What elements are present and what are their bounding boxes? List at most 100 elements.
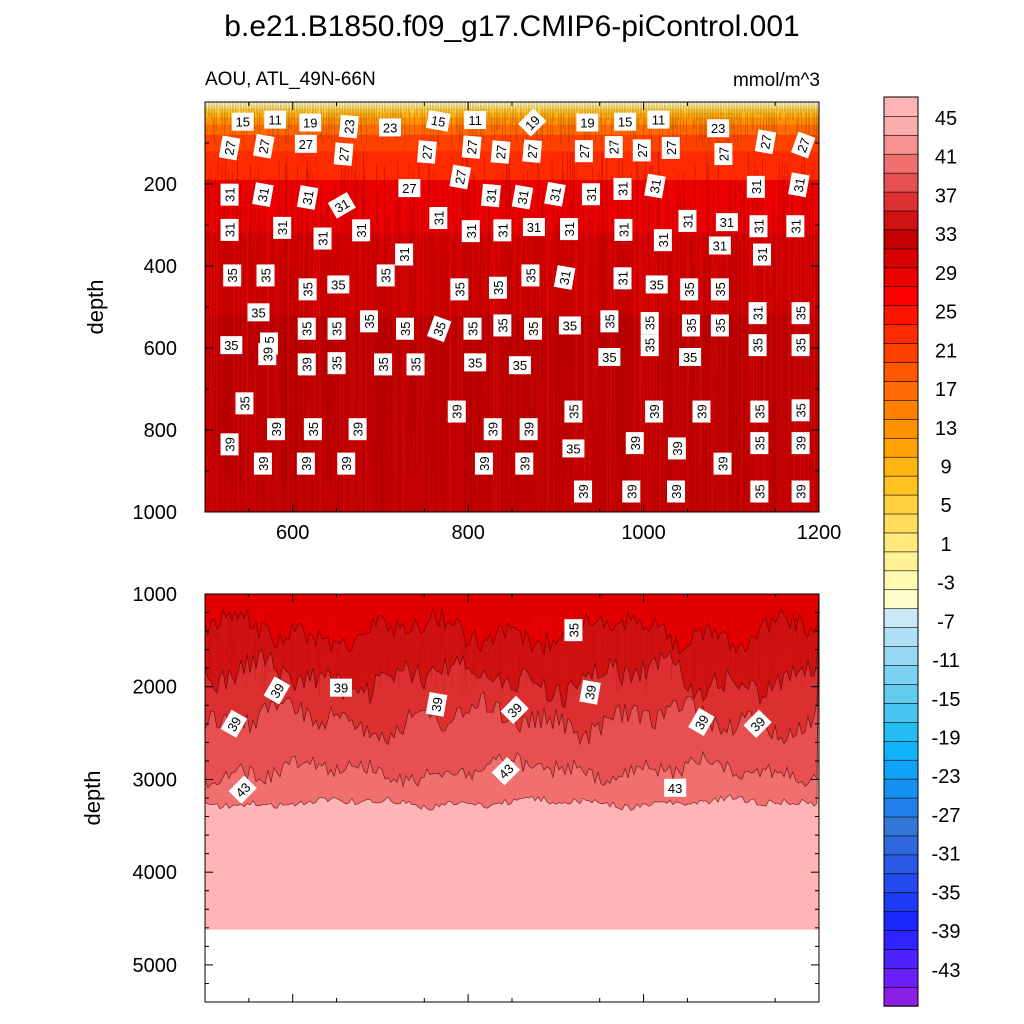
top-contour-label-text: 27 [256, 138, 273, 155]
top-contour-label-text: 31 [495, 223, 510, 237]
top-contour-label-text: 35 [751, 338, 766, 352]
top-contour-label-box [524, 317, 543, 340]
top-contour-label-box [379, 118, 402, 137]
top-contour-label-text: 35 [330, 356, 345, 370]
colorbar-label: -27 [932, 805, 961, 827]
top-contour-label: 23 [338, 114, 359, 139]
top-contour-label-box [519, 418, 538, 441]
top-contour-label: 31 [752, 243, 771, 266]
top-contour-label-box [327, 352, 346, 375]
colorbar-swatch [883, 437, 919, 458]
top-contour-streak [335, 195, 337, 429]
top-contour-label-box [521, 264, 540, 287]
top-contour-label-box [544, 181, 566, 207]
top-contour-label-text: 35 [752, 404, 767, 418]
top-contour-label: 31 [220, 183, 239, 206]
top-contour-label: 15 [425, 110, 451, 132]
top-contour-streak [804, 211, 806, 512]
top-contour-streak [444, 252, 446, 482]
top-contour-label-box [425, 110, 451, 132]
top-contour-label-text: 35 [684, 318, 699, 332]
top-contour-label: 11 [264, 110, 287, 129]
top-contour-label-box [667, 437, 686, 460]
top-contour-label: 15 [614, 112, 637, 131]
top-contour-label: 35 [493, 314, 512, 337]
top-contour-label: 31 [313, 227, 332, 250]
top-contour-label: 31 [273, 216, 292, 239]
top-contour-label-text: 31 [720, 215, 734, 230]
top-contour-label: 35 [406, 353, 425, 376]
bottom-axes: 1000 2000 3000 4000 5000 [133, 584, 820, 1002]
top-contour-label-box [667, 480, 686, 503]
top-contour-streak [738, 258, 740, 512]
top-contour-streak [281, 243, 284, 512]
top-contour-streak [634, 214, 637, 474]
top-contour-label-text: 35 [794, 306, 809, 320]
top-ytick-label: 800 [144, 420, 177, 442]
colorbar-swatch [883, 929, 919, 950]
top-contour-label: 31 [749, 215, 768, 238]
top-contour-label-box [474, 452, 493, 475]
colorbar-swatch [883, 380, 919, 401]
colorbar-label: 37 [935, 185, 957, 207]
top-contour-streak [744, 248, 747, 512]
top-contour-streak [400, 226, 402, 512]
top-contour-label: 27 [294, 134, 317, 153]
left-subtitle: AOU, ATL_49N-66N [205, 69, 376, 90]
top-contour-label: 39 [447, 400, 466, 423]
top-contour-streak [435, 185, 437, 512]
top-contour-label-text: 35 [362, 314, 377, 328]
top-contour-label-box [750, 432, 769, 455]
top-contour-label-text: 35 [794, 338, 809, 352]
top-contour-label: 35 [298, 278, 317, 301]
top-contour-label-box [461, 135, 482, 159]
top-contour-streak [544, 205, 546, 512]
top-contour-label: 35 [256, 264, 275, 287]
bottom-contour-label: 39 [688, 707, 715, 736]
top-contour-label-text: 31 [332, 196, 352, 216]
units-label: mmol/m^3 [733, 70, 820, 91]
top-contour-label: 35 [376, 264, 395, 287]
top-contour-label-box [338, 114, 359, 139]
top-contour-label-text: 39 [517, 456, 532, 470]
top-contour-streak [581, 252, 584, 512]
top-contour-label-text: 31 [299, 189, 316, 206]
top-contour-streak [733, 246, 735, 512]
top-contour-label: 27 [714, 143, 733, 166]
top-contour-label: 31 [395, 243, 414, 266]
top-contour-streak [402, 266, 404, 512]
top-contour-label-box [553, 265, 576, 290]
colorbar-label: -7 [937, 611, 955, 633]
top-contour-label: 31 [614, 218, 633, 241]
top-contour-label: 39 [515, 452, 534, 475]
top-contour-label: 31 [678, 209, 697, 232]
top-contour-label: 35 [750, 480, 769, 503]
top-contour-label-text: 39 [256, 456, 271, 470]
top-contour-label: 35 [750, 432, 769, 455]
top-contour-label: 39 [574, 480, 593, 503]
top-xtick-label: 1000 [621, 522, 666, 544]
top-contour-label-text: 39 [339, 456, 354, 470]
top-contour-label-box [522, 218, 545, 237]
top-contour-label-box [661, 136, 680, 159]
top-contour-label-text: 31 [483, 188, 499, 204]
top-contour-label: 31 [644, 173, 666, 199]
top-contour-label-text: 35 [752, 484, 767, 498]
top-contour-streak [770, 249, 773, 512]
top-contour-label: 39 [297, 353, 316, 376]
colorbar-label: 29 [935, 263, 957, 285]
top-contour-label: 35 [791, 399, 810, 422]
top-contour-label-text: 39 [522, 422, 537, 436]
colorbar-swatch [883, 134, 919, 155]
top-contour-streak [243, 232, 245, 498]
colorbar-swatch [883, 948, 919, 969]
top-contour-label: 23 [707, 119, 730, 138]
top-contour-label: 27 [790, 131, 816, 159]
top-contour-label-text: 31 [755, 247, 770, 261]
top-contour-label-text: 35 [683, 350, 697, 365]
top-contour-streak [754, 162, 756, 425]
colorbar-swatch [883, 229, 919, 250]
colorbar-swatch [883, 721, 919, 742]
bottom-ytick-label: 2000 [133, 677, 178, 699]
top-contour-label-text: 35 [330, 321, 345, 335]
